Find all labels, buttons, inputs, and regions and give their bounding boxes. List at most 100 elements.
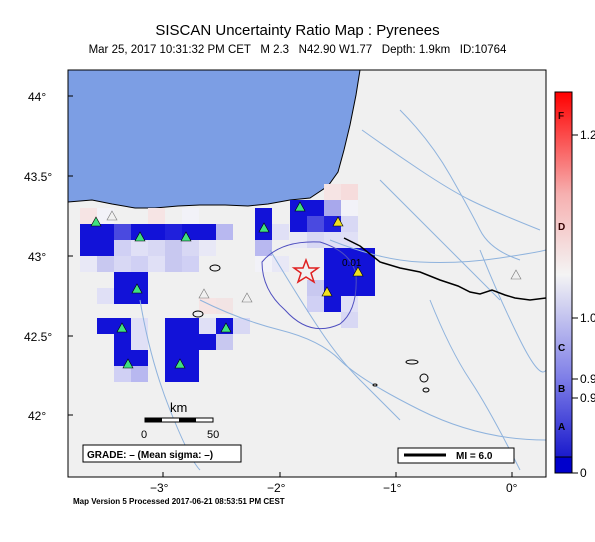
colorbar-value: 0.9 [580,372,595,386]
grid-cell [307,280,324,296]
grid-cell [131,224,148,240]
grid-cell [165,256,182,272]
event-info: Mar 25, 2017 10:31:32 PM CET M 2.3 N42.9… [88,44,507,56]
station-marker [116,322,128,333]
map-area: 0.01 [68,70,546,477]
grid-cell [324,232,341,248]
station-marker [321,286,333,297]
grid-cell [114,272,131,288]
scale-tick-label: 0 [141,429,147,441]
grid-cell [341,312,358,328]
grid-cell [131,366,148,382]
grid-cell [255,240,272,256]
grid-cell [216,334,233,350]
grid-cell [324,296,341,312]
grid-cell [199,240,216,256]
grid-cell [199,318,216,334]
station-marker [220,322,232,333]
grid-cell [131,272,148,288]
lon-tick-label: −3° [150,481,169,495]
grid-cell [80,224,97,240]
axis-ticks [68,95,513,477]
grid-cell [131,256,148,272]
station-marker [174,358,186,369]
grid-cell [165,224,182,240]
lakes [192,264,430,393]
uncertainty-contour [261,241,357,330]
grid-cell [131,240,148,256]
grid-cell [272,224,289,240]
lon-tick-label: −2° [267,481,286,495]
grid-cell [341,216,358,232]
grid-cell [97,224,114,240]
colorbar-letter: F [558,111,564,122]
grid-cell [290,232,307,248]
stations [90,201,522,369]
scale-label: km [170,400,187,415]
grid-cell [131,318,148,334]
colorbar-value: 0 [580,466,587,480]
grid-cell [114,256,131,272]
lat-tick-label: 43° [28,250,46,264]
footer-text: Map Version 5 Processed 2017-06-21 08:53… [73,497,285,506]
epicenter-star [291,257,321,284]
lon-tick-label: −1° [383,481,402,495]
station-marker [258,222,270,233]
grid-cell [148,256,165,272]
station-marker [510,269,522,280]
grid-cell [148,208,165,224]
colorbar-letter: A [558,422,565,433]
grid-cell [97,256,114,272]
grid-cell [358,248,375,264]
grid-cell [182,256,199,272]
grid-cell [80,240,97,256]
grid-cell [165,366,182,382]
station-marker [198,288,210,299]
colorbar-letter: B [558,384,565,395]
grid-cell [233,318,250,334]
station-marker [106,210,118,221]
colorbar-letter: D [558,222,565,233]
grid-cell [114,288,131,304]
grid-cell [131,334,148,350]
lat-tick-label: 43.5° [24,170,52,184]
grid-cell [97,240,114,256]
grid-cell [182,208,199,224]
station-marker [352,266,364,277]
map-title: SISCAN Uncertainty Ratio Map : Pyrenees [155,22,440,39]
grid-cell [341,296,358,312]
grid-cell [324,200,341,216]
grid-cell [148,240,165,256]
grid-cell [307,216,324,232]
station-marker [241,292,253,303]
lat-tick-label: 44° [28,90,46,104]
grid-cell [324,264,341,280]
grid-cell [148,224,165,240]
lat-tick-label: 42.5° [24,330,52,344]
colorbar-letter: C [558,343,565,354]
grid-cell [216,224,233,240]
lon-tick-label: 0° [506,481,518,495]
grid-cell [165,350,182,366]
colorbar-value: 1.0 [580,311,595,325]
grid-cell [114,224,131,240]
station-marker [131,283,143,294]
grid-cell [114,334,131,350]
grid-cell [307,200,324,216]
station-marker [90,216,102,227]
contour-label: 0.01 [342,258,362,269]
station-marker [134,231,146,242]
station-marker [180,231,192,242]
grid-cell [199,334,216,350]
grid-cell [341,248,358,264]
grid-cell [182,318,199,334]
grid-cell [324,184,341,200]
grid-cell [165,318,182,334]
grid-cell [80,208,97,224]
grid-cell [341,200,358,216]
mi-box [397,447,515,464]
grid-cell [97,318,114,334]
mi-label: MI = 6.0 [456,451,493,462]
grid-cell [165,240,182,256]
lat-tick-label: 42° [28,409,46,423]
